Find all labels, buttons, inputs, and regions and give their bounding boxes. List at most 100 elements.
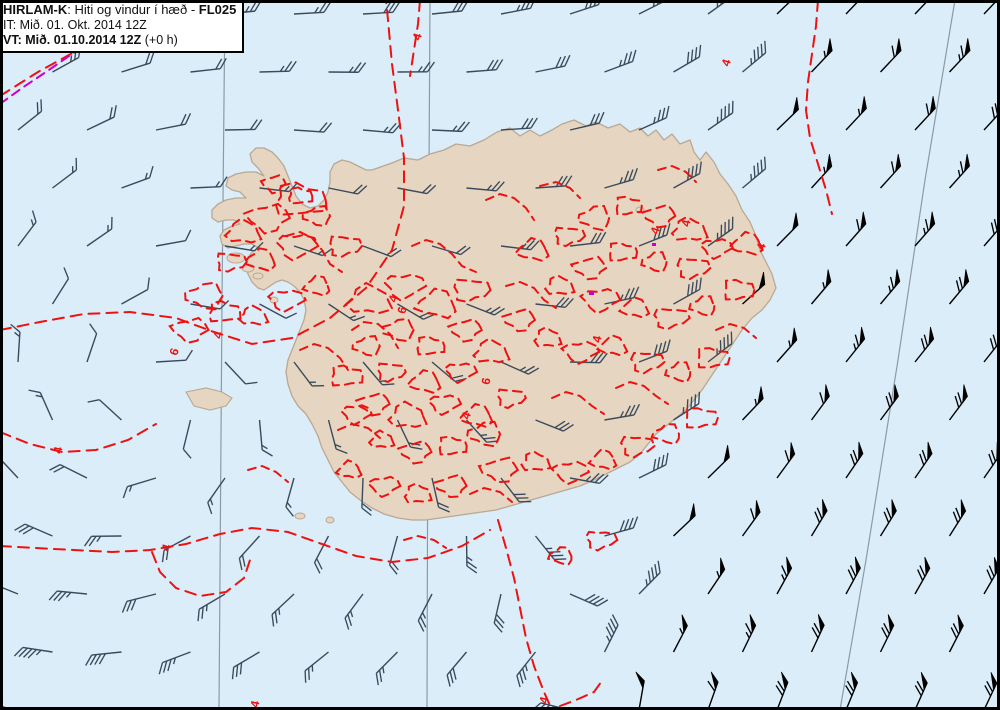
barb-full-10kt <box>889 276 895 289</box>
barb-full-10kt <box>347 614 353 627</box>
barb-pennant-50kt <box>963 269 970 289</box>
wind-barb <box>500 361 540 375</box>
barb-full-10kt <box>271 614 275 627</box>
barb-staff <box>569 361 601 364</box>
barb-staff <box>17 221 37 247</box>
wind-barb <box>14 523 53 537</box>
barb-pennant-50kt <box>854 556 861 576</box>
wind-barb <box>879 499 897 537</box>
barb-pennant-50kt <box>817 614 825 634</box>
isotherm-closed-cell <box>576 204 611 232</box>
barb-staff <box>259 70 290 73</box>
wind-barb <box>845 326 866 363</box>
barb-full-10kt <box>852 449 858 462</box>
barb-staff <box>707 0 729 15</box>
barb-half-5kt <box>519 366 527 371</box>
barb-full-10kt <box>846 680 855 692</box>
wind-barb <box>569 472 609 485</box>
barb-half-5kt <box>584 2 589 10</box>
barb-staff <box>638 464 667 479</box>
barb-staff <box>328 187 359 195</box>
barb-half-5kt <box>958 54 961 61</box>
barb-full-10kt <box>763 156 767 169</box>
barb-full-10kt <box>881 627 888 639</box>
isotherm-segment <box>411 238 477 273</box>
barb-full-10kt <box>197 609 200 622</box>
barb-full-10kt <box>686 284 690 297</box>
wind-barb <box>466 180 505 192</box>
wind-barb <box>603 614 619 653</box>
barb-staff <box>673 403 700 421</box>
isotherm-contour <box>0 423 157 454</box>
barb-full-10kt <box>53 591 63 601</box>
isotherm-closed-cell <box>520 450 552 472</box>
barb-full-10kt <box>308 667 310 680</box>
barb-pennant-50kt <box>860 211 867 231</box>
isotherm-contour <box>0 0 405 346</box>
barb-full-10kt <box>699 277 702 290</box>
barb-full-10kt <box>847 569 855 581</box>
barb-staff <box>742 52 767 73</box>
isotherm-segment <box>715 322 757 339</box>
barb-full-10kt <box>449 671 454 684</box>
barb-staff <box>388 535 399 566</box>
isotherm-closed-cell <box>416 335 446 356</box>
isotherm-closed-cell <box>288 186 314 205</box>
barb-staff <box>417 593 433 622</box>
wind-barb <box>845 96 867 131</box>
wind-barb <box>845 556 861 595</box>
barb-pennant-50kt <box>929 96 936 115</box>
wind-barb <box>500 117 538 131</box>
barb-pennant-50kt <box>894 269 901 289</box>
barb-pennant-50kt <box>891 499 897 519</box>
wind-barb <box>948 269 970 305</box>
wind-barb <box>879 38 902 73</box>
barb-full-10kt <box>249 119 258 130</box>
barb-full-10kt <box>215 58 223 70</box>
barb-full-10kt <box>920 338 926 351</box>
barb-full-10kt <box>555 175 564 187</box>
barb-staff <box>233 651 260 668</box>
barb-staff <box>17 110 42 131</box>
wind-barb <box>293 122 333 133</box>
barb-staff <box>285 477 295 508</box>
barb-half-5kt <box>788 340 791 348</box>
barb-pennant-50kt <box>826 38 833 57</box>
barb-staff <box>327 419 337 450</box>
wind-barb <box>122 477 157 499</box>
barb-full-10kt <box>558 422 570 430</box>
barb-full-10kt <box>219 57 227 70</box>
wind-barb <box>672 614 688 653</box>
wind-barb <box>673 391 701 421</box>
barb-staff <box>86 333 98 363</box>
barb-full-10kt <box>180 113 187 126</box>
barb-half-5kt <box>619 59 623 67</box>
barb-full-10kt <box>919 453 925 466</box>
wind-barb <box>914 211 936 247</box>
barb-full-10kt <box>891 45 895 58</box>
barb-full-10kt <box>916 680 924 692</box>
wind-barb <box>914 96 936 131</box>
barb-full-10kt <box>495 613 505 624</box>
wind-barb <box>158 651 191 675</box>
barb-staff <box>845 0 861 15</box>
barb-half-5kt <box>144 172 148 180</box>
barb-full-10kt <box>254 119 263 130</box>
isotherm-closed-cell <box>697 347 731 369</box>
wind-barb <box>121 51 155 73</box>
wind-barb <box>155 349 193 363</box>
barb-staff <box>431 10 462 15</box>
barb-full-10kt <box>811 627 819 639</box>
barb-full-10kt <box>564 54 571 67</box>
isotherm-closed-cell <box>471 337 511 364</box>
barb-pennant-50kt <box>786 556 792 576</box>
barb-full-10kt <box>185 349 193 361</box>
wind-barb <box>466 303 505 316</box>
barb-full-10kt <box>599 474 609 484</box>
barb-full-10kt <box>245 381 258 385</box>
barb-full-10kt <box>657 560 661 573</box>
isotherm-closed-cell <box>266 289 308 314</box>
barb-staff <box>126 593 157 603</box>
barb-staff <box>238 535 261 559</box>
barb-full-10kt <box>378 669 383 682</box>
